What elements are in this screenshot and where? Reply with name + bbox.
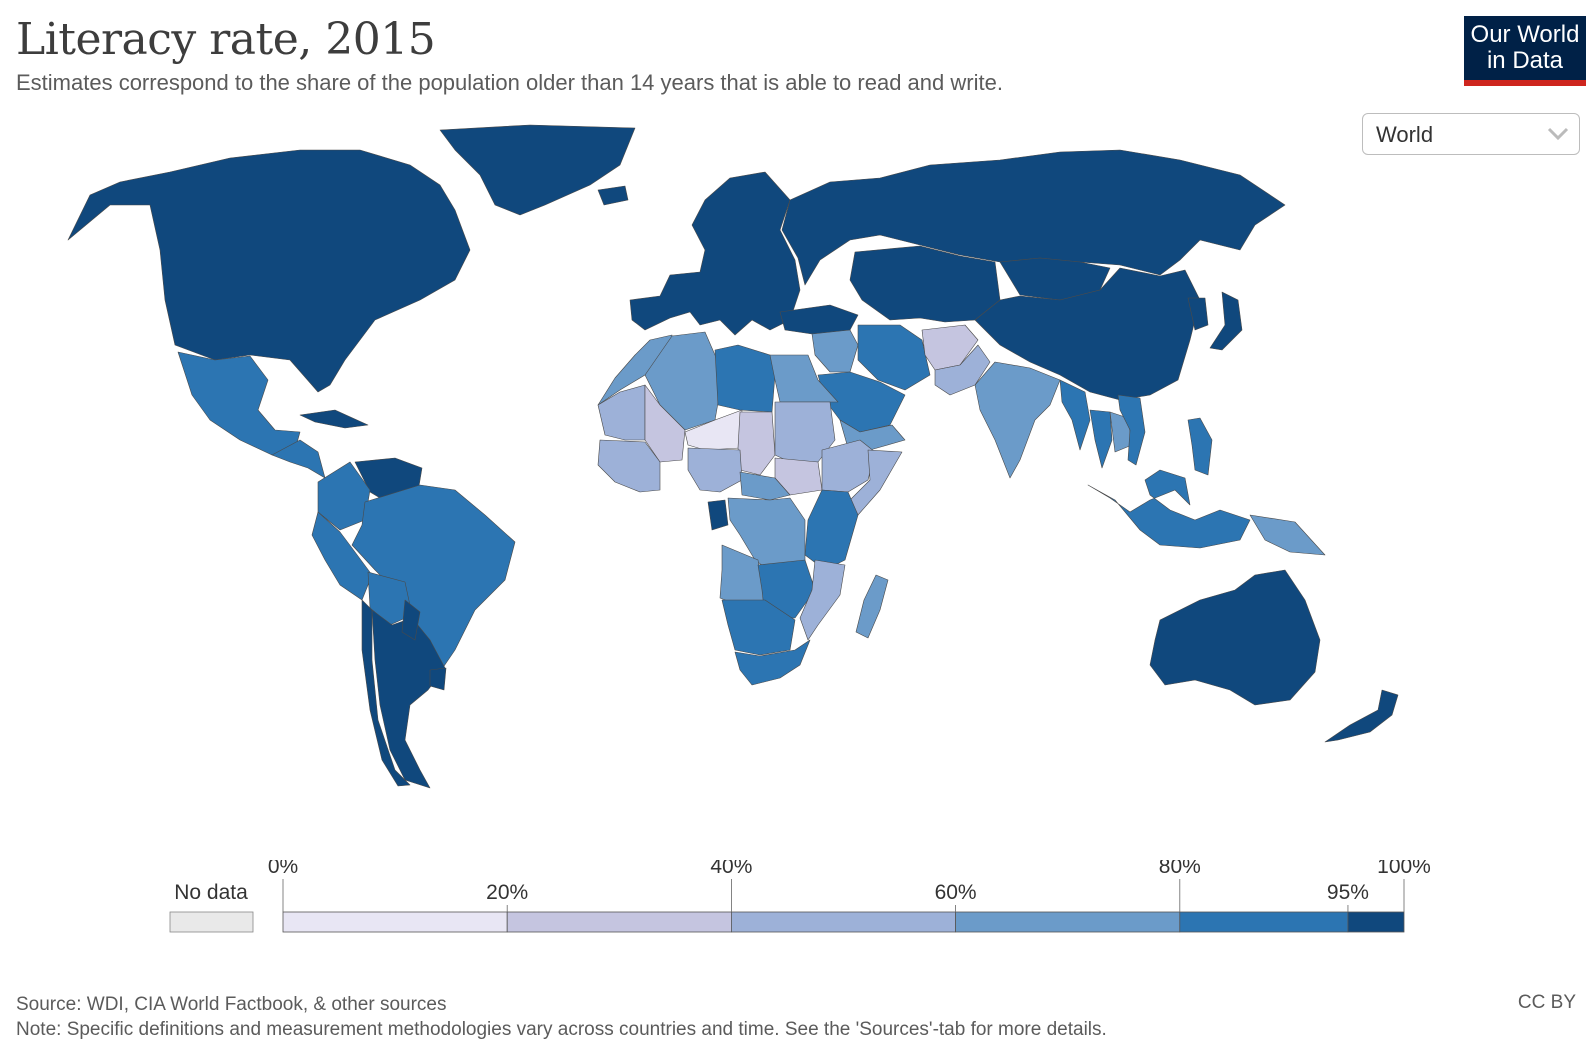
region-central-africa[interactable] — [739, 471, 791, 501]
chart-subtitle: Estimates correspond to the share of the… — [16, 70, 1003, 95]
region-iraq-syria[interactable] — [811, 329, 859, 373]
chevron-down-icon — [1547, 127, 1569, 141]
legend-tick-label: 100% — [1377, 860, 1431, 878]
region-japan[interactable] — [1209, 291, 1243, 351]
region-bolivia[interactable] — [367, 571, 413, 626]
legend-bin-80-95 — [1179, 911, 1349, 933]
region-mongolia[interactable] — [999, 257, 1111, 301]
region-russia[interactable] — [781, 149, 1286, 286]
region-kenya-tanzania[interactable] — [804, 489, 859, 571]
legend-tick-label: 0% — [268, 860, 298, 878]
source-text: Source: WDI, CIA World Factbook, & other… — [16, 994, 447, 1015]
logo-line-2: in Data — [1486, 47, 1564, 74]
legend-bin-40-60 — [731, 911, 957, 933]
region-south-sudan[interactable] — [774, 457, 823, 496]
footer: Source: WDI, CIA World Factbook, & other… — [16, 992, 1107, 1042]
region-morocco-western-sahara[interactable] — [597, 334, 673, 406]
region-north-america[interactable] — [67, 149, 471, 393]
legend-tick-label: 95% — [1327, 881, 1369, 904]
region-iceland[interactable] — [597, 185, 629, 206]
region-libya[interactable] — [714, 344, 776, 413]
region-iran[interactable] — [857, 324, 931, 391]
region-indonesia[interactable] — [1087, 469, 1251, 549]
region-egypt[interactable] — [769, 354, 839, 403]
region-india[interactable] — [974, 361, 1061, 479]
region-mexico[interactable] — [177, 351, 301, 456]
note-text: Note: Specific definitions and measureme… — [16, 1019, 1107, 1040]
license-link[interactable]: CC BY — [1517, 992, 1576, 1013]
region-new-zealand[interactable] — [1324, 689, 1399, 743]
legend-tick-label: 20% — [486, 881, 528, 904]
owid-logo[interactable]: Our World in Data — [1464, 16, 1586, 86]
region-korea[interactable] — [1187, 297, 1209, 331]
region-europe[interactable] — [629, 171, 801, 336]
legend-tick-label: 80% — [1159, 860, 1201, 878]
region-philippines[interactable] — [1187, 417, 1213, 476]
region-south-africa[interactable] — [734, 639, 811, 686]
region-select[interactable]: World — [1362, 113, 1580, 155]
region-chad[interactable] — [737, 411, 776, 476]
region-myanmar[interactable] — [1059, 379, 1091, 451]
color-legend: No data 0% 20% 40% 60% 80% 95% 100% — [169, 860, 1431, 933]
region-uruguay[interactable] — [429, 667, 447, 691]
region-papua-new-guinea[interactable] — [1249, 514, 1326, 556]
region-brazil[interactable] — [351, 484, 516, 673]
region-argentina[interactable] — [371, 609, 446, 789]
region-namibia-botswana[interactable] — [721, 599, 796, 656]
region-vietnam[interactable] — [1117, 394, 1146, 466]
legend-tick-label: 60% — [935, 881, 977, 904]
region-thailand[interactable] — [1089, 409, 1113, 469]
logo-line-1: Our World — [1470, 21, 1580, 48]
region-central-asia[interactable] — [849, 245, 1001, 323]
legend-bin-0-20 — [282, 911, 508, 933]
chart-title: Literacy rate, 2015 — [16, 14, 436, 65]
region-mali[interactable] — [644, 384, 686, 463]
legend-bin-95-100 — [1347, 911, 1405, 933]
legend-no-data-label: No data — [174, 881, 248, 904]
region-mozambique[interactable] — [799, 559, 846, 641]
region-chile[interactable] — [361, 599, 411, 787]
region-pakistan[interactable] — [934, 344, 991, 396]
region-gabon-equatorial-guinea[interactable] — [707, 499, 729, 531]
region-west-africa[interactable] — [597, 439, 661, 493]
region-australia[interactable] — [1149, 569, 1321, 706]
legend-no-data-swatch — [169, 911, 254, 933]
legend-bin-20-40 — [506, 911, 732, 933]
region-greenland[interactable] — [439, 124, 636, 216]
region-zambia-zimbabwe[interactable] — [757, 559, 816, 619]
region-nigeria[interactable] — [687, 447, 743, 493]
region-paraguay[interactable] — [401, 599, 421, 641]
region-madagascar[interactable] — [855, 574, 889, 639]
region-select-value: World — [1376, 122, 1434, 147]
legend-bin-60-80 — [955, 911, 1181, 933]
world-choropleth-map[interactable] — [0, 110, 1596, 810]
region-cuba[interactable] — [299, 409, 369, 429]
legend-tick-label: 40% — [710, 860, 752, 878]
